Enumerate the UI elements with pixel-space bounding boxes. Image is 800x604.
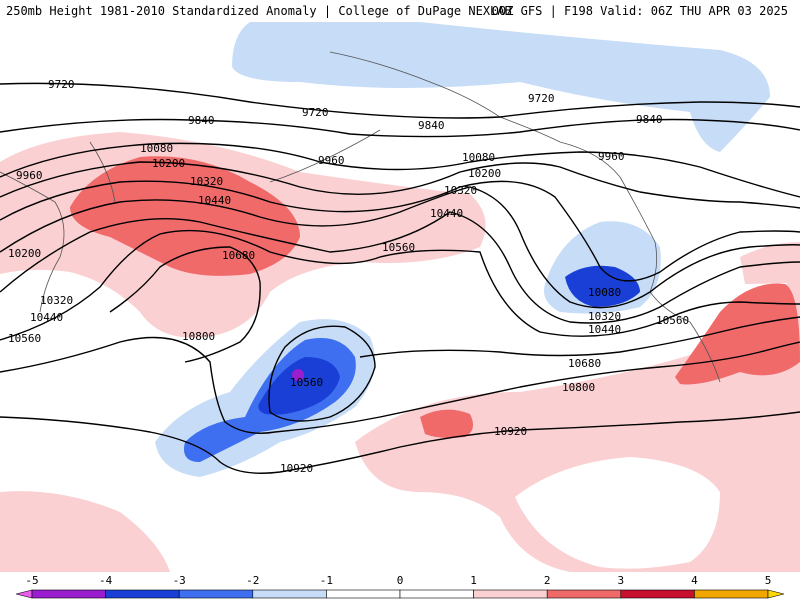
clabel: 9960 bbox=[16, 169, 43, 182]
clabel: 10200 bbox=[8, 247, 41, 260]
contour-9960 bbox=[0, 142, 800, 198]
colorbar-svg: -5 -4 -3 -2 -1 0 1 2 3 4 5 bbox=[15, 574, 785, 599]
coast-aleutians bbox=[269, 129, 381, 183]
contour-9720 bbox=[0, 82, 800, 119]
clabel: 10080 bbox=[588, 286, 621, 299]
clabel: 10200 bbox=[152, 157, 185, 170]
contour-10920 bbox=[0, 411, 800, 474]
clabel: 10920 bbox=[280, 462, 313, 475]
height-contours bbox=[0, 82, 800, 474]
coast-kamchatka bbox=[89, 141, 116, 203]
colorbar-tick-label: -5 bbox=[25, 574, 38, 587]
map-header: 250mb Height 1981-2010 Standardized Anom… bbox=[0, 0, 800, 22]
clabel: 10080 bbox=[140, 142, 173, 155]
clabel: 10320 bbox=[444, 184, 477, 197]
clabel: 10560 bbox=[656, 314, 689, 327]
colorbar-segment bbox=[546, 589, 622, 599]
clabel: 10440 bbox=[198, 194, 231, 207]
contour-10560 bbox=[0, 229, 800, 341]
clabel: 10680 bbox=[568, 357, 601, 370]
colorbar-tick-label: 4 bbox=[691, 574, 698, 587]
anomaly-pos-southwest bbox=[0, 491, 170, 572]
contour-9840 bbox=[0, 118, 800, 138]
clabel: 10320 bbox=[40, 294, 73, 307]
contour-10680 bbox=[109, 246, 261, 363]
anomaly-pos2-west bbox=[70, 156, 300, 276]
colorbar-segment bbox=[326, 589, 401, 599]
anomaly-shading bbox=[0, 22, 800, 572]
clabel: 10440 bbox=[430, 207, 463, 220]
colorbar-tick-label: 5 bbox=[765, 574, 772, 587]
anomaly-pos2-hawaii bbox=[420, 409, 474, 438]
clabel: 9840 bbox=[188, 114, 215, 127]
clabel: 10320 bbox=[190, 175, 223, 188]
colorbar-segment bbox=[105, 589, 180, 599]
anomaly-pos2-east bbox=[675, 283, 800, 385]
clabel: 10440 bbox=[30, 311, 63, 324]
anomaly-map: 9720 9720 9720 9840 9840 9840 9960 9960 … bbox=[0, 22, 800, 572]
clabel: 10560 bbox=[382, 241, 415, 254]
clabel: 9720 bbox=[48, 78, 75, 91]
clabel: 10080 bbox=[462, 151, 495, 164]
anomaly-neutral-hole bbox=[515, 457, 720, 569]
contour-labels: 9720 9720 9720 9840 9840 9840 9960 9960 … bbox=[8, 78, 689, 475]
clabel: 10440 bbox=[588, 323, 621, 336]
clabel: 10920 bbox=[494, 425, 527, 438]
contour-10320 bbox=[0, 186, 800, 309]
clabel: 10320 bbox=[588, 310, 621, 323]
colorbar-segment bbox=[399, 589, 474, 599]
contour-10560-cutoff bbox=[268, 325, 376, 422]
colorbar-tick-label: -4 bbox=[99, 574, 113, 587]
low-center-marker bbox=[292, 369, 304, 381]
colorbar-segment bbox=[473, 589, 548, 599]
colorbar-arrow-high bbox=[767, 589, 785, 599]
colorbar-tick-label: -1 bbox=[320, 574, 333, 587]
contour-10080 bbox=[0, 161, 800, 209]
clabel: 10680 bbox=[222, 249, 255, 262]
coast-siberia bbox=[0, 171, 65, 313]
clabel: 9720 bbox=[528, 92, 555, 105]
contour-10440 bbox=[0, 211, 800, 324]
contour-10680-east bbox=[359, 316, 800, 358]
colorbar-segment bbox=[178, 589, 254, 599]
clabel: 9960 bbox=[318, 154, 345, 167]
clabel: 9720 bbox=[302, 106, 329, 119]
clabel: 10800 bbox=[562, 381, 595, 394]
colorbar-segment bbox=[620, 589, 695, 599]
colorbar-segment bbox=[31, 589, 106, 599]
colorbar-arrow-low bbox=[15, 589, 33, 599]
clabel: 10800 bbox=[182, 330, 215, 343]
colorbar-tick-label: 2 bbox=[544, 574, 551, 587]
anomaly-neg3-cutoff bbox=[258, 357, 340, 415]
clabel: 9960 bbox=[598, 150, 625, 163]
anomaly-colorbar: -5 -4 -3 -2 -1 0 1 2 3 4 5 bbox=[0, 572, 800, 600]
colorbar-tick-label: -3 bbox=[173, 574, 186, 587]
contour-10200 bbox=[0, 180, 800, 282]
colorbar-segment bbox=[694, 589, 769, 599]
colorbar-tick-label: 3 bbox=[617, 574, 624, 587]
valid-time: 00Z GFS | F198 Valid: 06Z THU APR 03 202… bbox=[491, 4, 788, 18]
anomaly-neg-north bbox=[232, 22, 770, 152]
clabel: 10200 bbox=[468, 167, 501, 180]
clabel: 9840 bbox=[418, 119, 445, 132]
clabel: 9840 bbox=[636, 113, 663, 126]
colorbar-tick-label: 0 bbox=[397, 574, 404, 587]
clabel: 10560 bbox=[8, 332, 41, 345]
colorbar-segment bbox=[252, 589, 327, 599]
product-title: 250mb Height 1981-2010 Standardized Anom… bbox=[6, 4, 512, 18]
anomaly-neg2-trough-east bbox=[565, 265, 640, 307]
contour-10800 bbox=[0, 336, 800, 434]
clabel: 10560 bbox=[290, 376, 323, 389]
colorbar-tick-label: 1 bbox=[470, 574, 477, 587]
colorbar-tick-label: -2 bbox=[246, 574, 259, 587]
